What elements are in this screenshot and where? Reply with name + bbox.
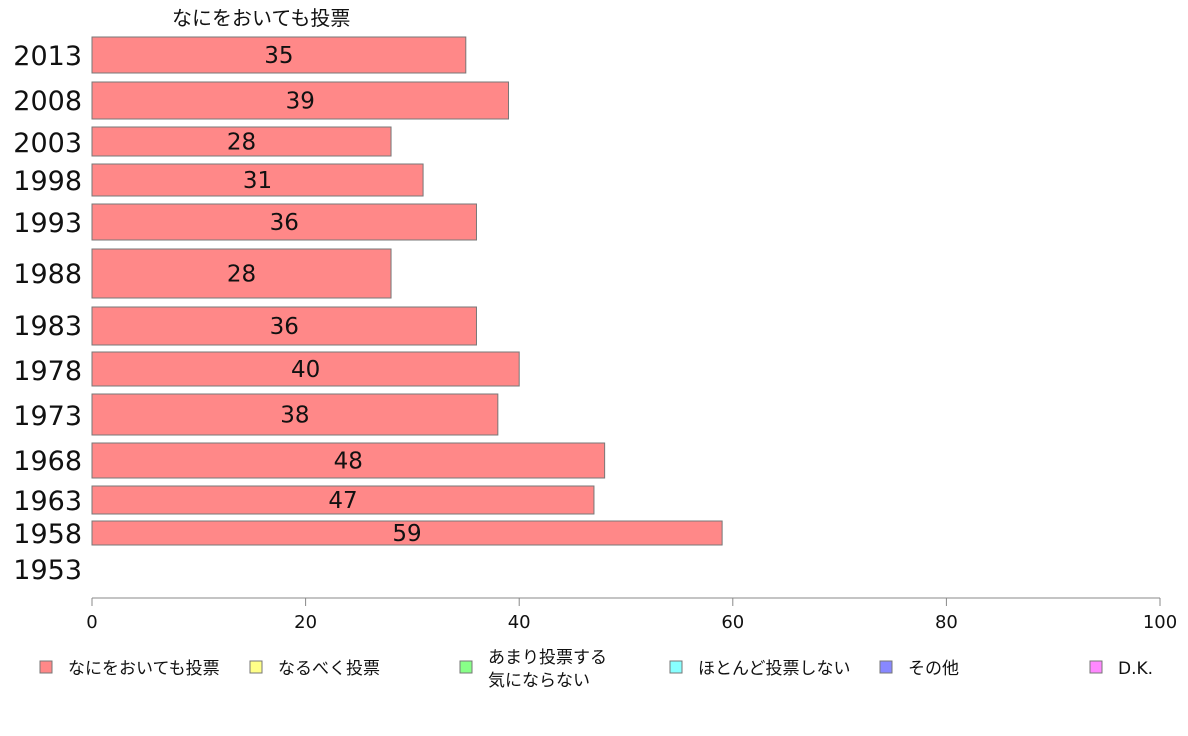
legend-swatch — [669, 660, 683, 674]
y-tick-label: 1983 — [13, 311, 82, 342]
chart-title: なにをおいても投票 — [172, 6, 350, 30]
y-tick-label: 1963 — [13, 486, 82, 517]
bar-value-label: 59 — [392, 521, 421, 547]
bar — [91, 393, 499, 436]
legend-swatch — [1089, 660, 1103, 674]
bar-value-label: 36 — [270, 314, 299, 340]
bar-value-label: 28 — [227, 262, 256, 288]
bar-value-label: 36 — [270, 210, 299, 236]
bar — [91, 36, 467, 74]
bars-group — [91, 36, 723, 546]
legend-label: 気にならない — [488, 671, 590, 691]
bar — [91, 203, 477, 241]
bar — [91, 163, 424, 197]
x-tick-label: 40 — [508, 612, 531, 633]
x-tick-label: 0 — [86, 612, 97, 633]
bar — [91, 351, 520, 387]
bar-value-label: 47 — [328, 488, 357, 514]
x-axis: 0 20 40 60 80 100 — [86, 597, 1177, 633]
x-tick-label: 20 — [294, 612, 317, 633]
legend-swatch — [39, 660, 53, 674]
bar — [91, 126, 392, 157]
bar — [91, 485, 595, 515]
legend-swatch — [459, 660, 473, 674]
legend-label: なにをおいても投票 — [68, 659, 220, 679]
y-tick-label: 1993 — [13, 208, 82, 239]
bar-value-label: 28 — [227, 130, 256, 156]
x-tick-label: 60 — [721, 612, 744, 633]
bar — [91, 520, 723, 546]
y-tick-label: 1968 — [13, 446, 82, 477]
bar-value-label: 48 — [334, 449, 363, 475]
bar-value-label: 39 — [286, 89, 315, 115]
y-tick-label: 1988 — [13, 259, 82, 290]
bar — [91, 442, 606, 479]
y-tick-label: 2003 — [13, 128, 82, 159]
y-tick-label: 1998 — [13, 166, 82, 197]
bar-value-label: 31 — [243, 168, 272, 194]
bar — [91, 248, 392, 299]
y-tick-label: 2008 — [13, 86, 82, 117]
legend-label: その他 — [908, 659, 959, 679]
y-axis-labels: 2013 2008 2003 1998 1993 1988 1983 1978 1973 1968… — [13, 41, 82, 586]
legend-label: あまり投票する — [488, 648, 607, 668]
y-tick-label: 2013 — [13, 41, 82, 72]
y-tick-label: 1973 — [13, 401, 82, 432]
bar-value-label: 40 — [291, 357, 320, 383]
legend-label: ほとんど投票しない — [698, 659, 851, 679]
bar-value-label: 35 — [264, 43, 293, 69]
legend-label: D.K. — [1118, 659, 1153, 679]
legend-swatch — [249, 660, 263, 674]
y-tick-label: 1958 — [13, 519, 82, 550]
bar — [91, 306, 477, 346]
value-labels: 35 39 28 31 36 28 36 40 38 48 47 59 — [227, 43, 422, 547]
x-tick-label: 80 — [935, 612, 958, 633]
legend-label: なるべく投票 — [278, 659, 380, 679]
y-tick-label: 1953 — [13, 555, 82, 586]
x-tick-label: 100 — [1143, 612, 1177, 633]
y-tick-label: 1978 — [13, 356, 82, 387]
bar-value-label: 38 — [280, 403, 309, 429]
legend-swatch — [879, 660, 893, 674]
bar — [91, 81, 510, 120]
